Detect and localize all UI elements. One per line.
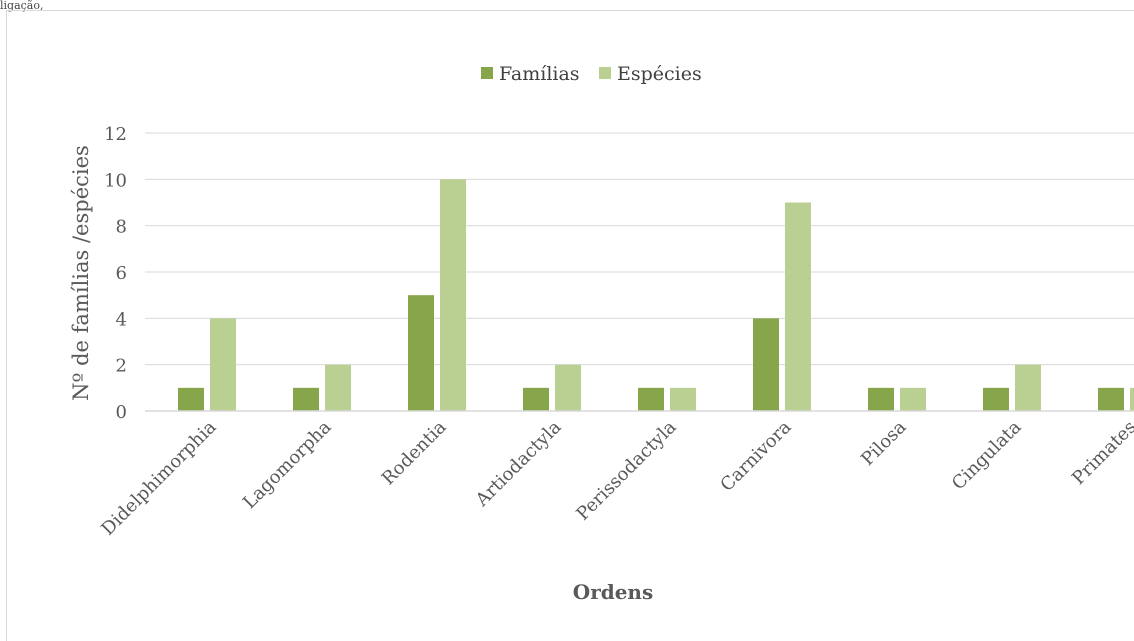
x-tick-label-perissodactyla: Perissodactyla — [572, 417, 680, 525]
y-tick-label: 4 — [116, 309, 127, 330]
bar-primates-familias — [1098, 387, 1124, 411]
bar-carnivora-especies — [785, 202, 811, 411]
y-tick-label: 0 — [116, 402, 127, 423]
x-axis-ticks: Didelphimorphia Lagomorpha Rodentia Artioda… — [97, 416, 1134, 539]
bar-perissodactyla-familias — [638, 387, 664, 411]
bar-cingulata-familias — [983, 387, 1009, 411]
x-tick-label-rodentia: Rodentia — [378, 417, 451, 490]
bar-rodentia-familias — [408, 295, 434, 411]
bar-rodentia-especies — [440, 179, 466, 411]
legend-label-familias: Famílias — [499, 63, 580, 85]
y-tick-label: 8 — [116, 217, 127, 238]
bar-pilosa-familias — [868, 387, 894, 411]
bar-primates-especies — [1130, 387, 1134, 411]
y-axis-ticks: 0 2 4 6 8 10 12 — [104, 124, 127, 423]
legend-swatch-especies — [599, 67, 611, 79]
bar-artiodactyla-familias — [523, 387, 549, 411]
bar-carnivora-familias — [753, 318, 779, 411]
y-tick-label: 2 — [116, 356, 127, 377]
caption-fragment: ligação, — [0, 0, 44, 12]
x-tick-label-cingulata: Cingulata — [948, 417, 1026, 495]
grid-lines — [145, 132, 1134, 366]
bar-lagomorpha-especies — [325, 364, 351, 411]
x-tick-label-didelphimorphia: Didelphimorphia — [97, 416, 220, 539]
y-axis-title: Nº de famílias /espécies — [69, 145, 93, 401]
y-tick-label: 12 — [104, 124, 127, 145]
legend-swatch-familias — [481, 67, 493, 79]
legend-label-especies: Espécies — [617, 63, 702, 85]
chart-frame — [6, 10, 1134, 641]
y-tick-label: 6 — [116, 263, 127, 284]
bar-artiodactyla-especies — [555, 364, 581, 411]
x-tick-label-primates: Primates — [1068, 417, 1134, 489]
x-tick-label-pilosa: Pilosa — [857, 417, 911, 471]
bars — [178, 179, 1134, 411]
bar-perissodactyla-especies — [670, 387, 696, 411]
x-tick-label-artiodactyla: Artiodactyla — [471, 416, 566, 511]
bar-pilosa-especies — [900, 387, 926, 411]
legend: Famílias Espécies — [481, 63, 702, 85]
x-axis-title: Ordens — [573, 580, 653, 604]
x-tick-label-carnivora: Carnivora — [716, 417, 795, 496]
y-tick-label: 10 — [104, 170, 127, 191]
bar-cingulata-especies — [1015, 364, 1041, 411]
bar-lagomorpha-familias — [293, 387, 319, 411]
bar-didelphimorphia-especies — [210, 318, 236, 411]
bar-chart: 0 2 4 6 8 10 12 Didelphimorphia Lagomorpha Roden… — [69, 63, 1134, 604]
bar-didelphimorphia-familias — [178, 387, 204, 411]
x-tick-label-lagomorpha: Lagomorpha — [239, 417, 336, 514]
